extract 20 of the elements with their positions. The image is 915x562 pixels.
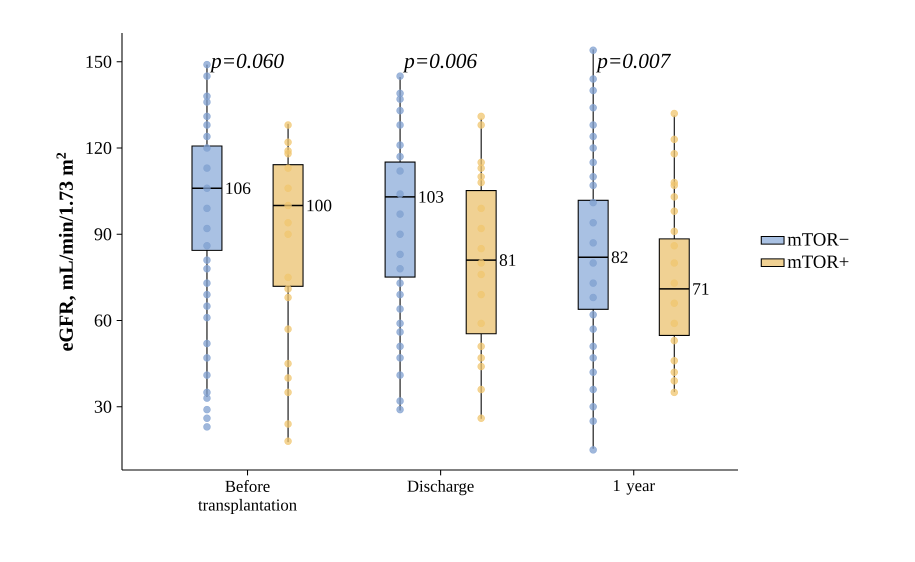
text: 106 <box>226 182 250 194</box>
annotation: p=0.060 <box>210 54 284 72</box>
legend-label: mTOR− <box>788 233 848 246</box>
legend-label: mTOR+ <box>788 256 848 268</box>
x-tick-label: Before transplantation <box>198 480 297 514</box>
text: 71 <box>693 283 708 295</box>
text: 82 <box>612 251 628 264</box>
annotation: p=0.006 <box>402 54 478 72</box>
text: 81 <box>500 254 516 266</box>
y-axis-title: eGFR, mL/min/1.73 m$^{2}$ <box>56 152 76 351</box>
y-tick-label: 30 <box>94 400 112 413</box>
x-tick-label: Discharge <box>407 480 474 496</box>
y-tick-label: 150 <box>86 56 112 68</box>
y-tick-label: 60 <box>94 314 112 327</box>
text: 100 <box>307 200 332 212</box>
y-tick-label: 90 <box>94 228 112 240</box>
annotation: p=0.007 <box>596 54 671 72</box>
text: 103 <box>419 191 444 203</box>
x-tick-label: 1 year <box>614 480 655 495</box>
y-tick-label: 120 <box>86 142 112 154</box>
